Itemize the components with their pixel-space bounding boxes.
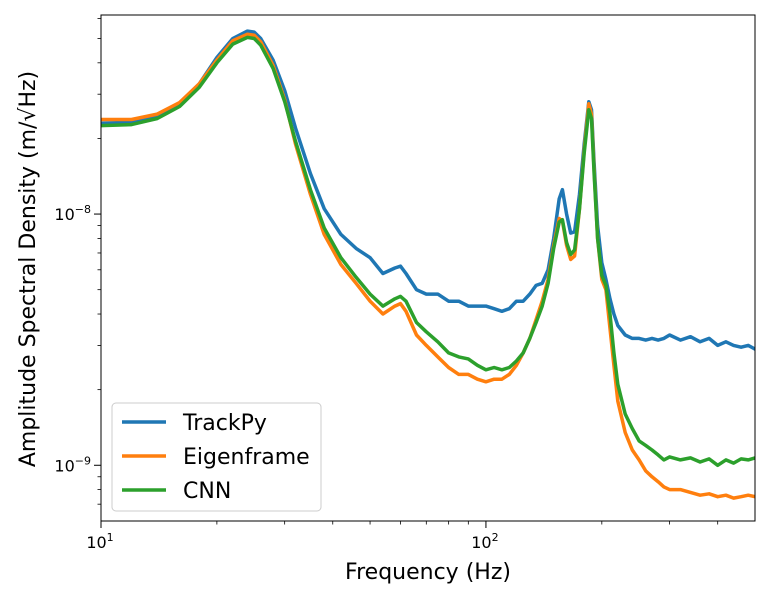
y-tick-label: 10−9	[54, 454, 91, 475]
legend-label-cnn: CNN	[183, 479, 231, 504]
major-ticks: 101 102 10−9 10−8	[54, 203, 498, 552]
series-line-cnn	[101, 35, 755, 468]
x-tick-label: 101	[86, 531, 113, 552]
legend: TrackPy Eigenframe CNN	[111, 402, 322, 512]
x-tick-label: 102	[471, 531, 498, 552]
y-tick-label: 10−8	[54, 203, 91, 224]
axes-frame	[100, 14, 756, 522]
x-axis-label: Frequency (Hz)	[345, 560, 511, 585]
plot-area	[101, 29, 755, 500]
legend-frame	[111, 402, 322, 512]
y-axis-label: Amplitude Spectral Density (m/√Hz)	[16, 71, 41, 467]
legend-label-trackpy: TrackPy	[182, 411, 267, 436]
legend-label-eigenframe: Eigenframe	[183, 445, 310, 470]
series-line-trackpy	[101, 29, 755, 351]
minor-ticks	[97, 18, 719, 525]
